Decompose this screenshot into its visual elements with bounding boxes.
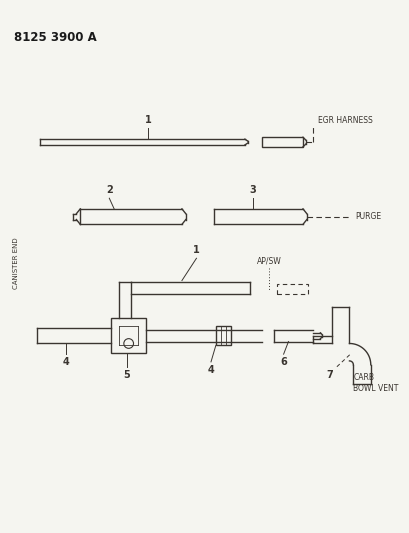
Text: EGR HARNESS: EGR HARNESS [318,116,372,125]
Text: 2: 2 [106,185,112,195]
Text: 7: 7 [326,370,333,379]
Text: 6: 6 [280,357,286,367]
Text: PURGE: PURGE [355,212,380,221]
Text: 1: 1 [193,245,199,255]
Text: 1: 1 [144,115,151,125]
Bar [215,326,231,345]
Text: 5: 5 [123,370,130,379]
Text: 4: 4 [62,357,69,367]
Text: AP/SW: AP/SW [256,256,281,265]
Text: 3: 3 [249,185,255,195]
Text: 4: 4 [207,365,214,375]
Text: CARB
BOWL VENT: CARB BOWL VENT [353,373,398,393]
Bar [111,318,146,353]
Text: CANISTER END: CANISTER END [13,237,19,289]
Bar [262,137,302,147]
Text: 8125 3900 A: 8125 3900 A [14,31,97,44]
